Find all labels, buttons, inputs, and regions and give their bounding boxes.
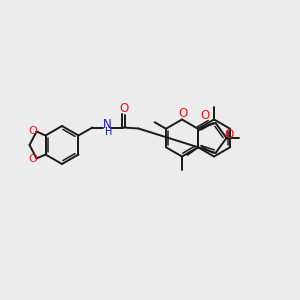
- Text: O: O: [201, 109, 210, 122]
- Text: O: O: [29, 154, 38, 164]
- Text: N: N: [103, 118, 112, 131]
- Text: H: H: [105, 127, 112, 137]
- Text: O: O: [225, 128, 234, 140]
- Text: O: O: [29, 126, 38, 136]
- Text: O: O: [119, 101, 129, 115]
- Text: O: O: [178, 107, 188, 120]
